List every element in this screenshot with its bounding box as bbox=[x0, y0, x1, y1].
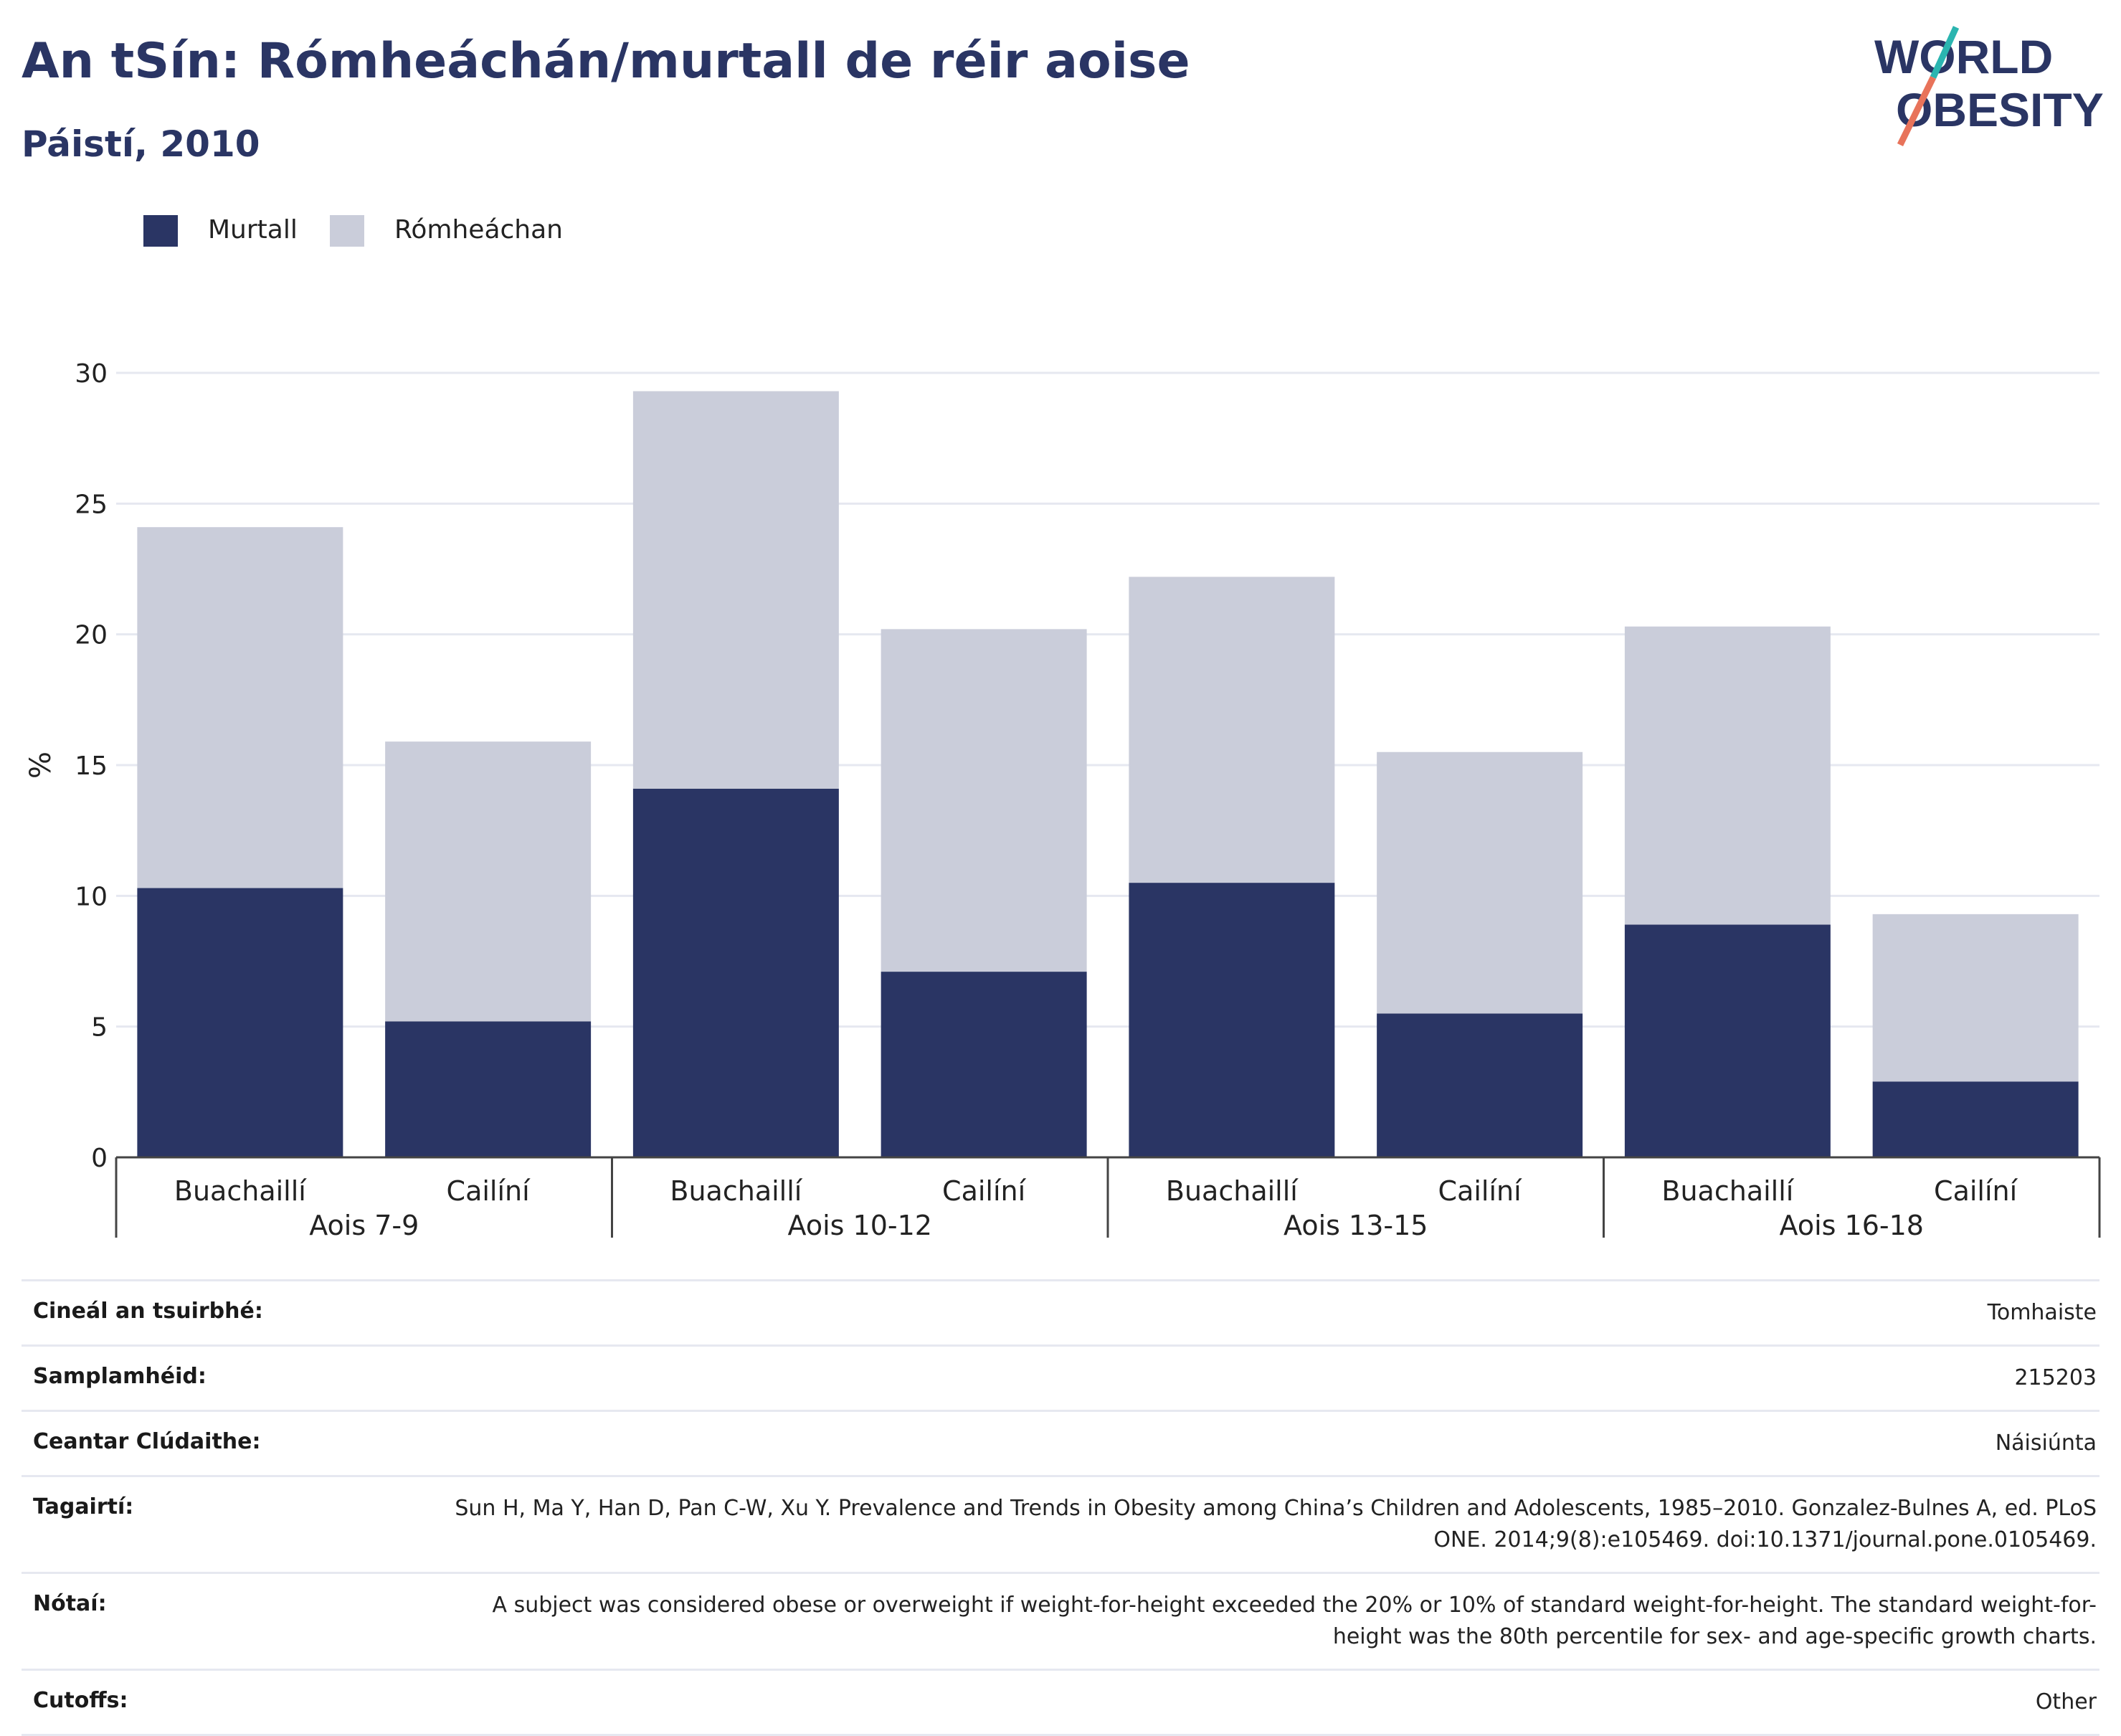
x-group-label: Aois 13-15 bbox=[1283, 1210, 1428, 1241]
chart-subtitle: Páistí, 2010 bbox=[22, 123, 260, 165]
meta-value: Other bbox=[2035, 1689, 2097, 1714]
bar-romheachan bbox=[632, 391, 839, 789]
legend-swatch-murtall bbox=[143, 215, 178, 247]
bar-murtall bbox=[632, 788, 839, 1157]
survey-details-table: Cineál an tsuirbhé: Tomhaiste Samplamhéi… bbox=[22, 1279, 2099, 1736]
bar-murtall bbox=[1129, 883, 1335, 1157]
bar-murtall bbox=[1872, 1081, 2079, 1157]
y-tick-label: 20 bbox=[75, 621, 108, 650]
bar-murtall bbox=[1624, 924, 1831, 1157]
bar-murtall bbox=[137, 888, 343, 1157]
meta-label: Tagairtí: bbox=[33, 1494, 134, 1519]
bar-romheachan bbox=[1872, 914, 2079, 1082]
meta-label: Nótaí: bbox=[33, 1591, 107, 1616]
bar-murtall bbox=[1377, 1013, 1583, 1157]
logo-slash-red bbox=[1897, 76, 1937, 146]
meta-label: Samplamhéid: bbox=[33, 1364, 207, 1389]
meta-row-area-covered: Ceantar Clúdaithe: Náisiúnta bbox=[22, 1410, 2099, 1475]
bar-romheachan bbox=[881, 629, 1087, 972]
logo-text-world: WORLD bbox=[1874, 30, 2053, 83]
legend-swatch-romheachan bbox=[330, 215, 364, 247]
x-tick-label: Buachaillí bbox=[1661, 1175, 1794, 1207]
logo-slash-teal bbox=[1930, 26, 1960, 79]
meta-value: Tomhaiste bbox=[1987, 1300, 2097, 1325]
meta-label: Cutoffs: bbox=[33, 1688, 128, 1713]
y-tick-label: 0 bbox=[91, 1144, 108, 1173]
x-group-label: Aois 7-9 bbox=[309, 1210, 419, 1241]
x-tick-label: Buachaillí bbox=[1166, 1175, 1299, 1207]
x-tick-label: Cailíní bbox=[1934, 1175, 2018, 1207]
meta-row-references: Tagairtí: Sun H, Ma Y, Han D, Pan C-W, X… bbox=[22, 1475, 2099, 1572]
y-tick-label: 5 bbox=[91, 1013, 108, 1043]
y-tick-label: 15 bbox=[75, 751, 108, 781]
x-tick-label: Buachaillí bbox=[174, 1175, 307, 1207]
meta-value: A subject was considered obese or overwe… bbox=[492, 1593, 2097, 1649]
world-obesity-logo: WORLD OBESITY bbox=[1874, 26, 2104, 146]
x-tick-label: Cailíní bbox=[447, 1175, 531, 1207]
meta-row-notes: Nótaí: A subject was considered obese or… bbox=[22, 1572, 2099, 1669]
chart-title: An tSín: Rómheáchán/murtall de réir aois… bbox=[22, 33, 1190, 90]
bar-chart: 0 5 10 15 20 25 30% Buachaillí Cailíní Buachaillí… bbox=[24, 359, 2101, 1241]
y-tick-label: 25 bbox=[75, 490, 108, 519]
y-tick-label: 10 bbox=[75, 882, 108, 911]
meta-value: Sun H, Ma Y, Han D, Pan C-W, Xu Y. Preva… bbox=[455, 1496, 2097, 1552]
bar-romheachan bbox=[1129, 577, 1335, 883]
legend-label-romheachan: Rómheáchan bbox=[394, 215, 564, 245]
meta-label: Cineál an tsuirbhé: bbox=[33, 1299, 263, 1324]
x-tick-label: Buachaillí bbox=[670, 1175, 802, 1207]
bar-murtall bbox=[385, 1021, 592, 1157]
bar-romheachan bbox=[1624, 626, 1831, 925]
x-tick-label: Cailíní bbox=[942, 1175, 1027, 1207]
bar-murtall bbox=[881, 972, 1087, 1157]
meta-label: Ceantar Clúdaithe: bbox=[33, 1429, 261, 1454]
meta-value: 215203 bbox=[2014, 1365, 2097, 1390]
y-axis-title: % bbox=[24, 751, 57, 779]
legend-label-murtall: Murtall bbox=[208, 215, 298, 245]
meta-row-sample-size: Samplamhéid: 215203 bbox=[22, 1344, 2099, 1410]
y-tick-label: 30 bbox=[75, 359, 108, 389]
bar-romheachan bbox=[385, 741, 592, 1022]
meta-row-survey-type: Cineál an tsuirbhé: Tomhaiste bbox=[22, 1279, 2099, 1344]
logo-text-obesity: OBESITY bbox=[1896, 83, 2104, 136]
x-group-label: Aois 16-18 bbox=[1780, 1210, 1924, 1241]
bar-romheachan bbox=[1377, 751, 1583, 1014]
bar-romheachan bbox=[137, 527, 343, 888]
x-tick-label: Cailíní bbox=[1438, 1175, 1523, 1207]
meta-value: Náisiúnta bbox=[1995, 1431, 2097, 1456]
x-group-label: Aois 10-12 bbox=[788, 1210, 932, 1241]
meta-row-cutoffs: Cutoffs: Other bbox=[22, 1669, 2099, 1736]
